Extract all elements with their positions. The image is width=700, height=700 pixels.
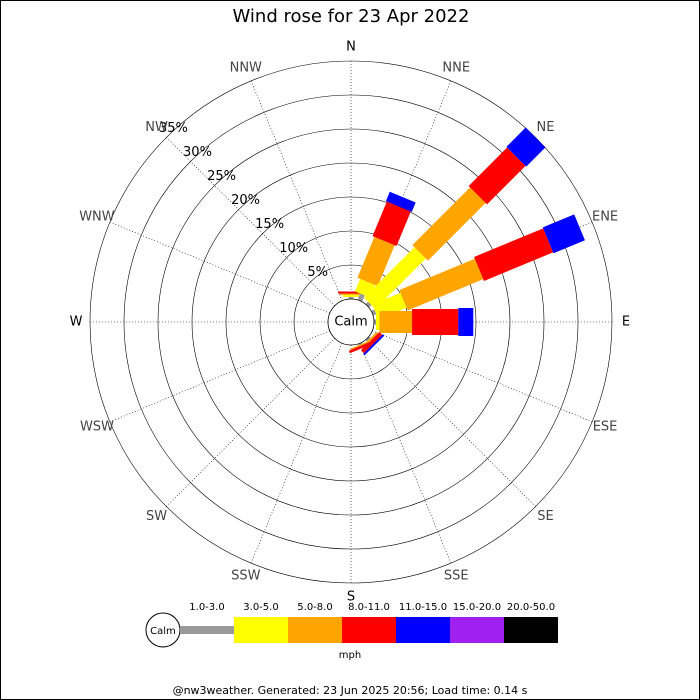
direction-label: SSW [231,569,261,584]
legend-label: 5.0-8.0 [297,602,332,613]
bar-segment [357,293,365,302]
r-tick-label: 5% [307,265,328,280]
bar-segment [348,296,354,299]
grid: 5%10%15%20%25%30%35%NNNENEENEEESESESSESS… [70,40,631,605]
direction-label: ESE [593,420,618,435]
direction-label: W [70,315,83,330]
bar-segment [412,187,486,261]
direction-label: NNE [442,60,470,75]
bar-segment [506,127,546,167]
r-tick-label: 30% [183,145,212,160]
legend-swatch [396,617,450,643]
legend-swatch [450,617,504,643]
bar-segment [350,340,372,350]
direction-label: WNW [79,209,115,224]
r-tick-label: 15% [255,217,284,232]
legend-label: 11.0-15.0 [399,602,447,613]
bar-segment [348,340,374,354]
r-tick-label: 10% [279,241,308,256]
bar-segment [385,191,416,212]
direction-label: WSW [80,420,114,435]
legend-label: 20.0-50.0 [507,602,555,613]
footer: @nw3weather. Generated: 23 Jun 2025 20:5… [173,684,528,697]
spoke [250,80,343,301]
unit-label: mph [339,650,361,661]
bar-segment [340,293,362,295]
legend-swatch [288,617,342,643]
spoke [109,330,330,423]
bar-segment [468,147,526,205]
direction-label: N [346,40,356,55]
spoke [250,343,343,564]
bar-segment [412,309,459,335]
legend: Calm 1.0-3.0 3.0-5.0 5.0-8.0 8.0-11.0 11.0-1… [145,602,558,648]
r-tick-label: 35% [159,121,188,136]
legend-swatch [342,617,396,643]
calm-label: Calm [334,315,367,330]
legend-swatch [504,617,558,643]
spoke [166,338,335,507]
bar-segment [399,258,484,311]
legend-calm-label: Calm [150,626,176,637]
legend-swatch [180,626,234,634]
bar-segment [474,228,554,281]
bar-segment [363,334,385,356]
direction-label: NNW [230,60,262,75]
bar-segment [365,301,372,308]
bar-segment [372,201,411,247]
calm-circle [327,298,375,346]
direction-label: SSE [444,569,469,584]
bar-segment [376,314,380,330]
legend-label: 1.0-3.0 [189,602,224,613]
legend-label: 8.0-11.0 [348,602,390,613]
bar-segment [379,311,413,333]
chart-title: Wind rose for 23 Apr 2022 [233,6,470,27]
bar-segment [458,308,474,336]
spoke [372,330,593,423]
legend-label: 15.0-20.0 [453,602,501,613]
bar-segment [542,214,585,254]
direction-label: NW [145,120,168,135]
grid-ring [157,128,545,516]
direction-label: SE [537,509,553,524]
bar-segment [374,319,377,325]
r-tick-label: 25% [207,169,236,184]
bar-segment [357,342,363,346]
direction-label: SW [146,509,167,524]
legend-label: 3.0-5.0 [243,602,278,613]
direction-label: E [622,315,630,330]
spoke [166,137,335,306]
bar-segment [371,309,377,316]
spoke [367,338,536,507]
bar-segment [357,236,395,287]
direction-label: NE [536,120,554,135]
bar-segment [343,294,359,297]
bar-segment [364,247,426,309]
r-tick-label: 20% [231,193,260,208]
bars [323,126,586,357]
spoke [109,221,330,314]
spoke [359,343,452,564]
bar-segment [365,336,371,342]
direction-label: ENE [592,209,618,224]
legend-swatch [234,617,288,643]
direction-label: S [347,590,355,605]
